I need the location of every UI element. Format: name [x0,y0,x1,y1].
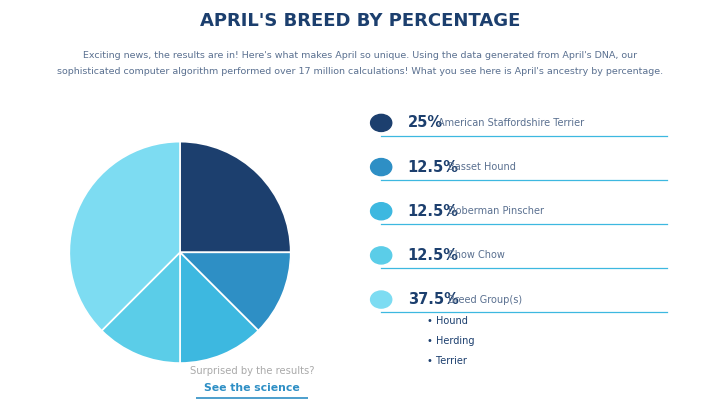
Text: See the science: See the science [204,383,300,394]
Text: sophisticated computer algorithm performed over 17 million calculations! What yo: sophisticated computer algorithm perform… [57,67,663,76]
Wedge shape [180,252,258,363]
Text: Chow Chow: Chow Chow [448,250,505,260]
Text: Breed Group(s): Breed Group(s) [448,295,522,304]
Text: Exciting news, the results are in! Here's what makes April so unique. Using the : Exciting news, the results are in! Here'… [83,51,637,60]
Wedge shape [180,142,291,252]
Text: APRIL'S BREED BY PERCENTAGE: APRIL'S BREED BY PERCENTAGE [200,12,520,30]
Text: 25%: 25% [408,116,443,130]
Text: American Staffordshire Terrier: American Staffordshire Terrier [438,118,584,128]
Text: Surprised by the results?: Surprised by the results? [190,366,314,376]
Circle shape [371,291,392,308]
Text: Doberman Pinscher: Doberman Pinscher [448,206,544,216]
Circle shape [371,203,392,220]
Text: 12.5%: 12.5% [408,248,459,263]
Wedge shape [180,252,291,330]
Text: • Herding: • Herding [427,336,474,346]
Text: • Hound: • Hound [427,316,468,326]
Text: 12.5%: 12.5% [408,204,459,219]
Text: Basset Hound: Basset Hound [448,162,516,172]
Wedge shape [102,252,180,363]
Wedge shape [69,142,180,330]
Text: 37.5%: 37.5% [408,292,459,307]
Text: 12.5%: 12.5% [408,160,459,175]
Circle shape [371,159,392,176]
Circle shape [371,114,392,131]
Circle shape [371,247,392,264]
Text: • Terrier: • Terrier [427,356,467,366]
